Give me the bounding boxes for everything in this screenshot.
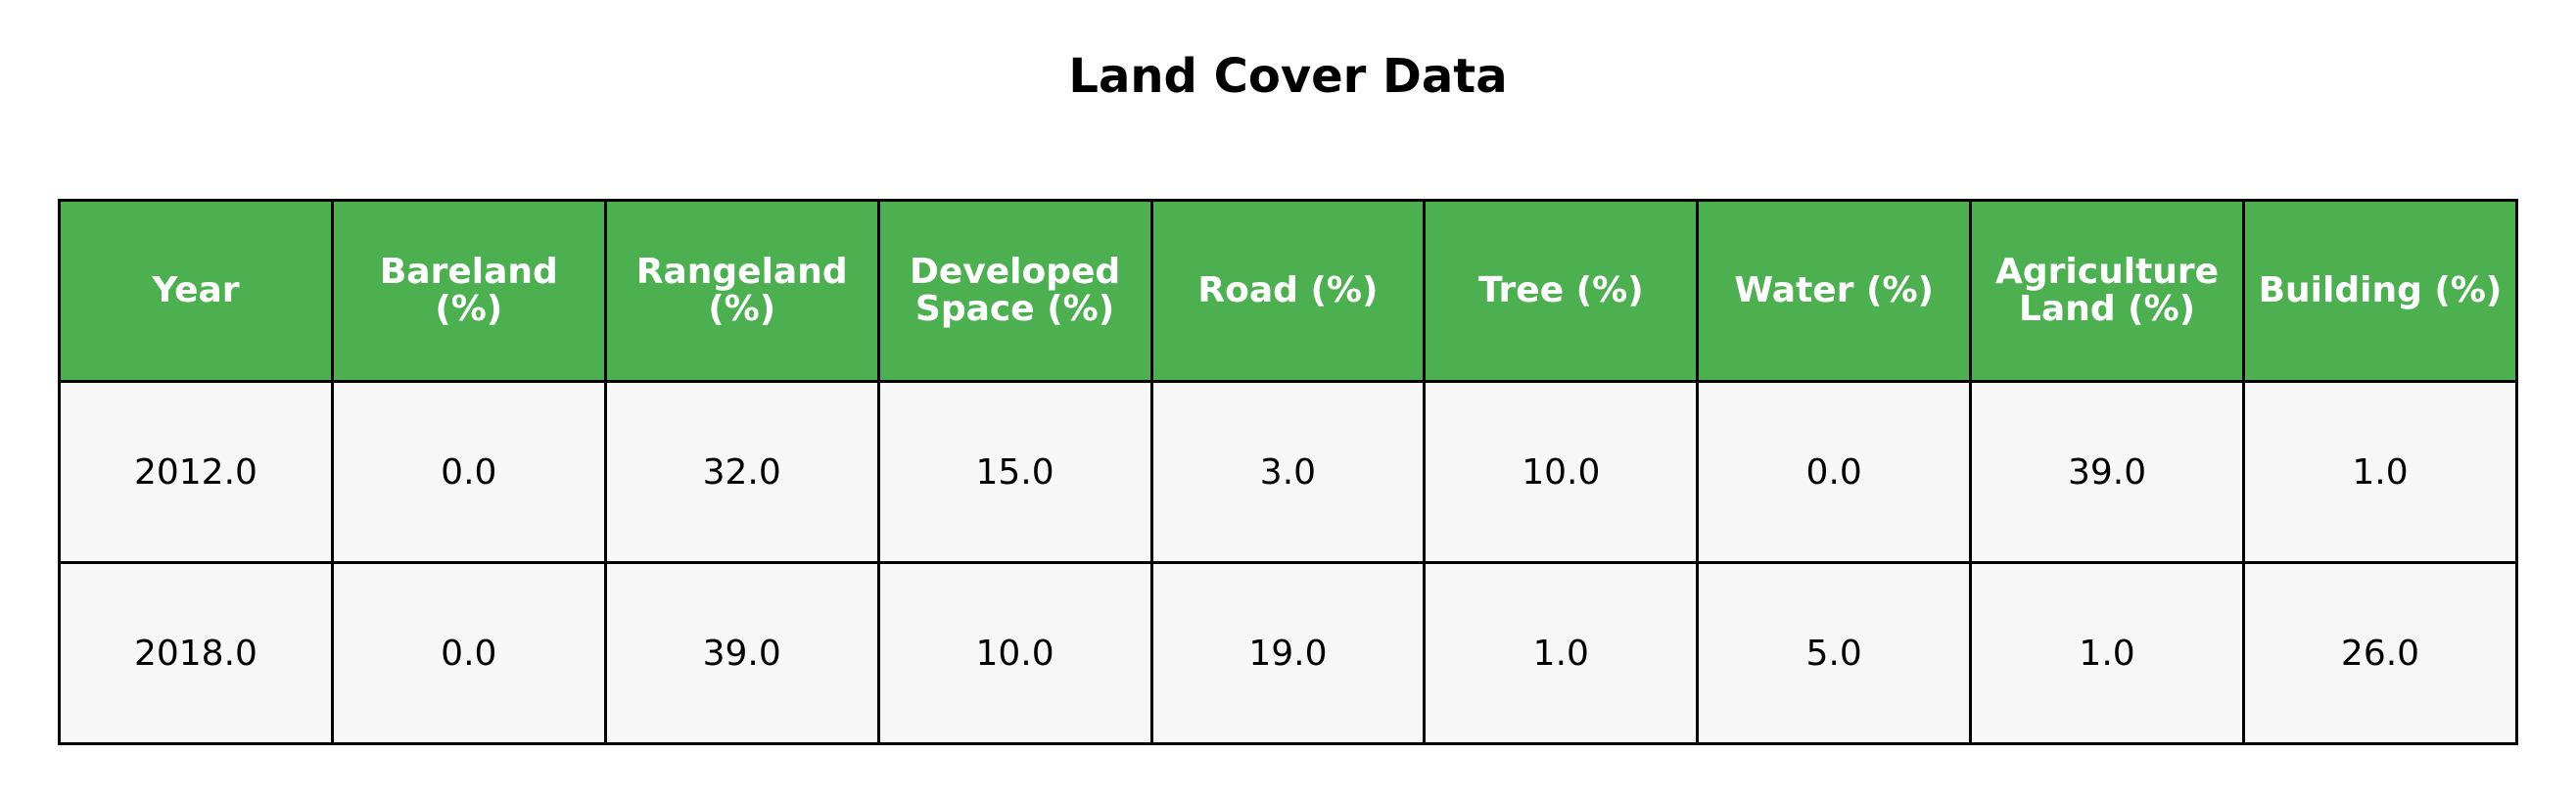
header-cell-tree: Tree (%)	[1423, 199, 1700, 383]
table-cell: 10.0	[876, 561, 1153, 745]
table-cell: 15.0	[876, 380, 1153, 564]
table-cell: 1.0	[1423, 561, 1700, 745]
table-row: 2012.0 0.0 32.0 15.0 3.0 10.0 0.0 39.0 1…	[58, 380, 2518, 564]
table-cell: 0.0	[1696, 380, 1973, 564]
land-cover-table: Year Bareland (%) Rangeland (%) Develope…	[58, 199, 2518, 745]
table-cell: 1.0	[1969, 561, 2245, 745]
table-cell: 0.0	[330, 561, 607, 745]
table-cell: 39.0	[603, 561, 880, 745]
header-cell-building: Building (%)	[2242, 199, 2518, 383]
table-cell: 39.0	[1969, 380, 2245, 564]
table-cell: 0.0	[330, 380, 607, 564]
header-cell-year: Year	[58, 199, 334, 383]
table-cell: 5.0	[1696, 561, 1973, 745]
header-cell-bareland: Bareland (%)	[330, 199, 607, 383]
table-cell: 10.0	[1423, 380, 1700, 564]
header-cell-road: Road (%)	[1149, 199, 1427, 383]
table-cell: 19.0	[1149, 561, 1427, 745]
table-cell: 26.0	[2242, 561, 2518, 745]
header-row: Year Bareland (%) Rangeland (%) Develope…	[58, 199, 2518, 383]
header-cell-developed-space: Developed Space (%)	[876, 199, 1153, 383]
table-cell: 32.0	[603, 380, 880, 564]
table-cell: 1.0	[2242, 380, 2518, 564]
table-cell: 2012.0	[58, 380, 334, 564]
table-cell: 2018.0	[58, 561, 334, 745]
table-cell: 3.0	[1149, 380, 1427, 564]
header-cell-rangeland: Rangeland (%)	[603, 199, 880, 383]
header-cell-water: Water (%)	[1696, 199, 1973, 383]
table-row: 2018.0 0.0 39.0 10.0 19.0 1.0 5.0 1.0 26…	[58, 561, 2518, 745]
chart-title: Land Cover Data	[1068, 49, 1508, 104]
header-cell-agriculture-land: Agriculture Land (%)	[1969, 199, 2245, 383]
